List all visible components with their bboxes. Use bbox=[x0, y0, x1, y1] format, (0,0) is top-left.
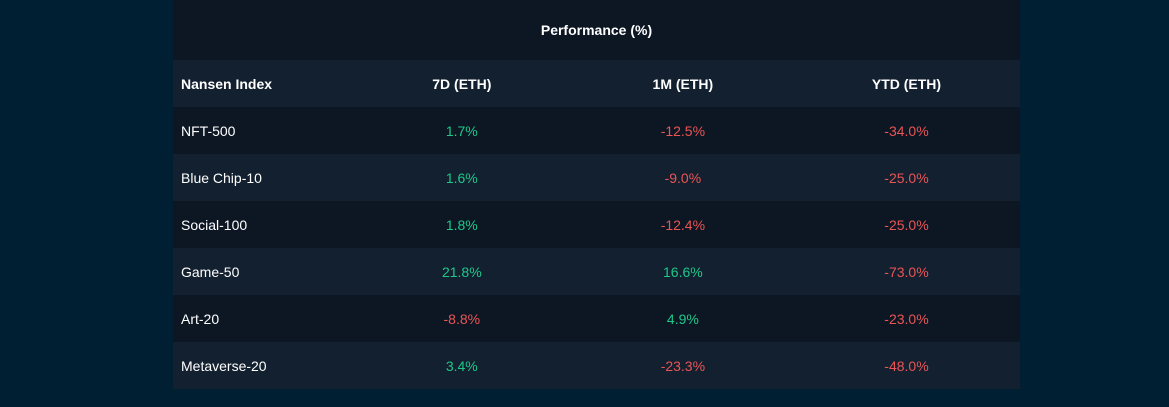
performance-value: -25.0% bbox=[884, 216, 929, 233]
table-row: Blue Chip-10 1.6% -9.0% -25.0% bbox=[173, 154, 1020, 201]
column-header-ytd-eth: YTD (ETH) bbox=[871, 75, 942, 92]
performance-value: -12.5% bbox=[660, 122, 706, 139]
index-name: Art-20 bbox=[181, 310, 220, 327]
performance-value: -8.8% bbox=[443, 310, 481, 327]
index-name: Game-50 bbox=[181, 263, 240, 280]
table-row: Metaverse-20 3.4% -23.3% -48.0% bbox=[173, 342, 1020, 389]
performance-value: 1.7% bbox=[445, 122, 478, 139]
performance-value: -23.0% bbox=[884, 310, 929, 327]
column-header-1m-eth: 1M (ETH) bbox=[652, 75, 714, 92]
performance-value: 4.9% bbox=[666, 310, 699, 327]
table-row: NFT-500 1.7% -12.5% -34.0% bbox=[173, 107, 1020, 154]
performance-value: -25.0% bbox=[884, 169, 929, 186]
index-name: Blue Chip-10 bbox=[181, 169, 262, 186]
table-header-row: Nansen Index 7D (ETH) 1M (ETH) YTD (ETH) bbox=[173, 60, 1020, 107]
column-header-nansen-index: Nansen Index bbox=[181, 75, 273, 92]
table-row: Game-50 21.8% 16.6% -73.0% bbox=[173, 248, 1020, 295]
performance-value: -12.4% bbox=[660, 216, 706, 233]
performance-table: Performance (%) Nansen Index 7D (ETH) 1M… bbox=[173, 0, 1020, 389]
index-name: Metaverse-20 bbox=[181, 357, 267, 374]
column-header-7d-eth: 7D (ETH) bbox=[432, 75, 492, 92]
performance-value: -34.0% bbox=[884, 122, 929, 139]
performance-value: -73.0% bbox=[884, 263, 929, 280]
performance-value: 3.4% bbox=[445, 357, 478, 374]
index-name: Social-100 bbox=[181, 216, 248, 233]
performance-value: -23.3% bbox=[660, 357, 706, 374]
performance-value: -48.0% bbox=[884, 357, 929, 374]
performance-value: 1.6% bbox=[445, 169, 478, 186]
performance-value: 16.6% bbox=[663, 263, 703, 280]
table-row: Social-100 1.8% -12.4% -25.0% bbox=[173, 201, 1020, 248]
table-body: NFT-500 1.7% -12.5% -34.0% Blue Chip-10 1.6% -… bbox=[173, 107, 1020, 389]
table-title: Performance (%) bbox=[173, 0, 1020, 60]
performance-value: 1.8% bbox=[445, 216, 478, 233]
performance-value: 21.8% bbox=[441, 263, 482, 280]
index-name: NFT-500 bbox=[181, 122, 236, 139]
performance-value: -9.0% bbox=[664, 169, 702, 186]
table-row: Art-20 -8.8% 4.9% -23.0% bbox=[173, 295, 1020, 342]
